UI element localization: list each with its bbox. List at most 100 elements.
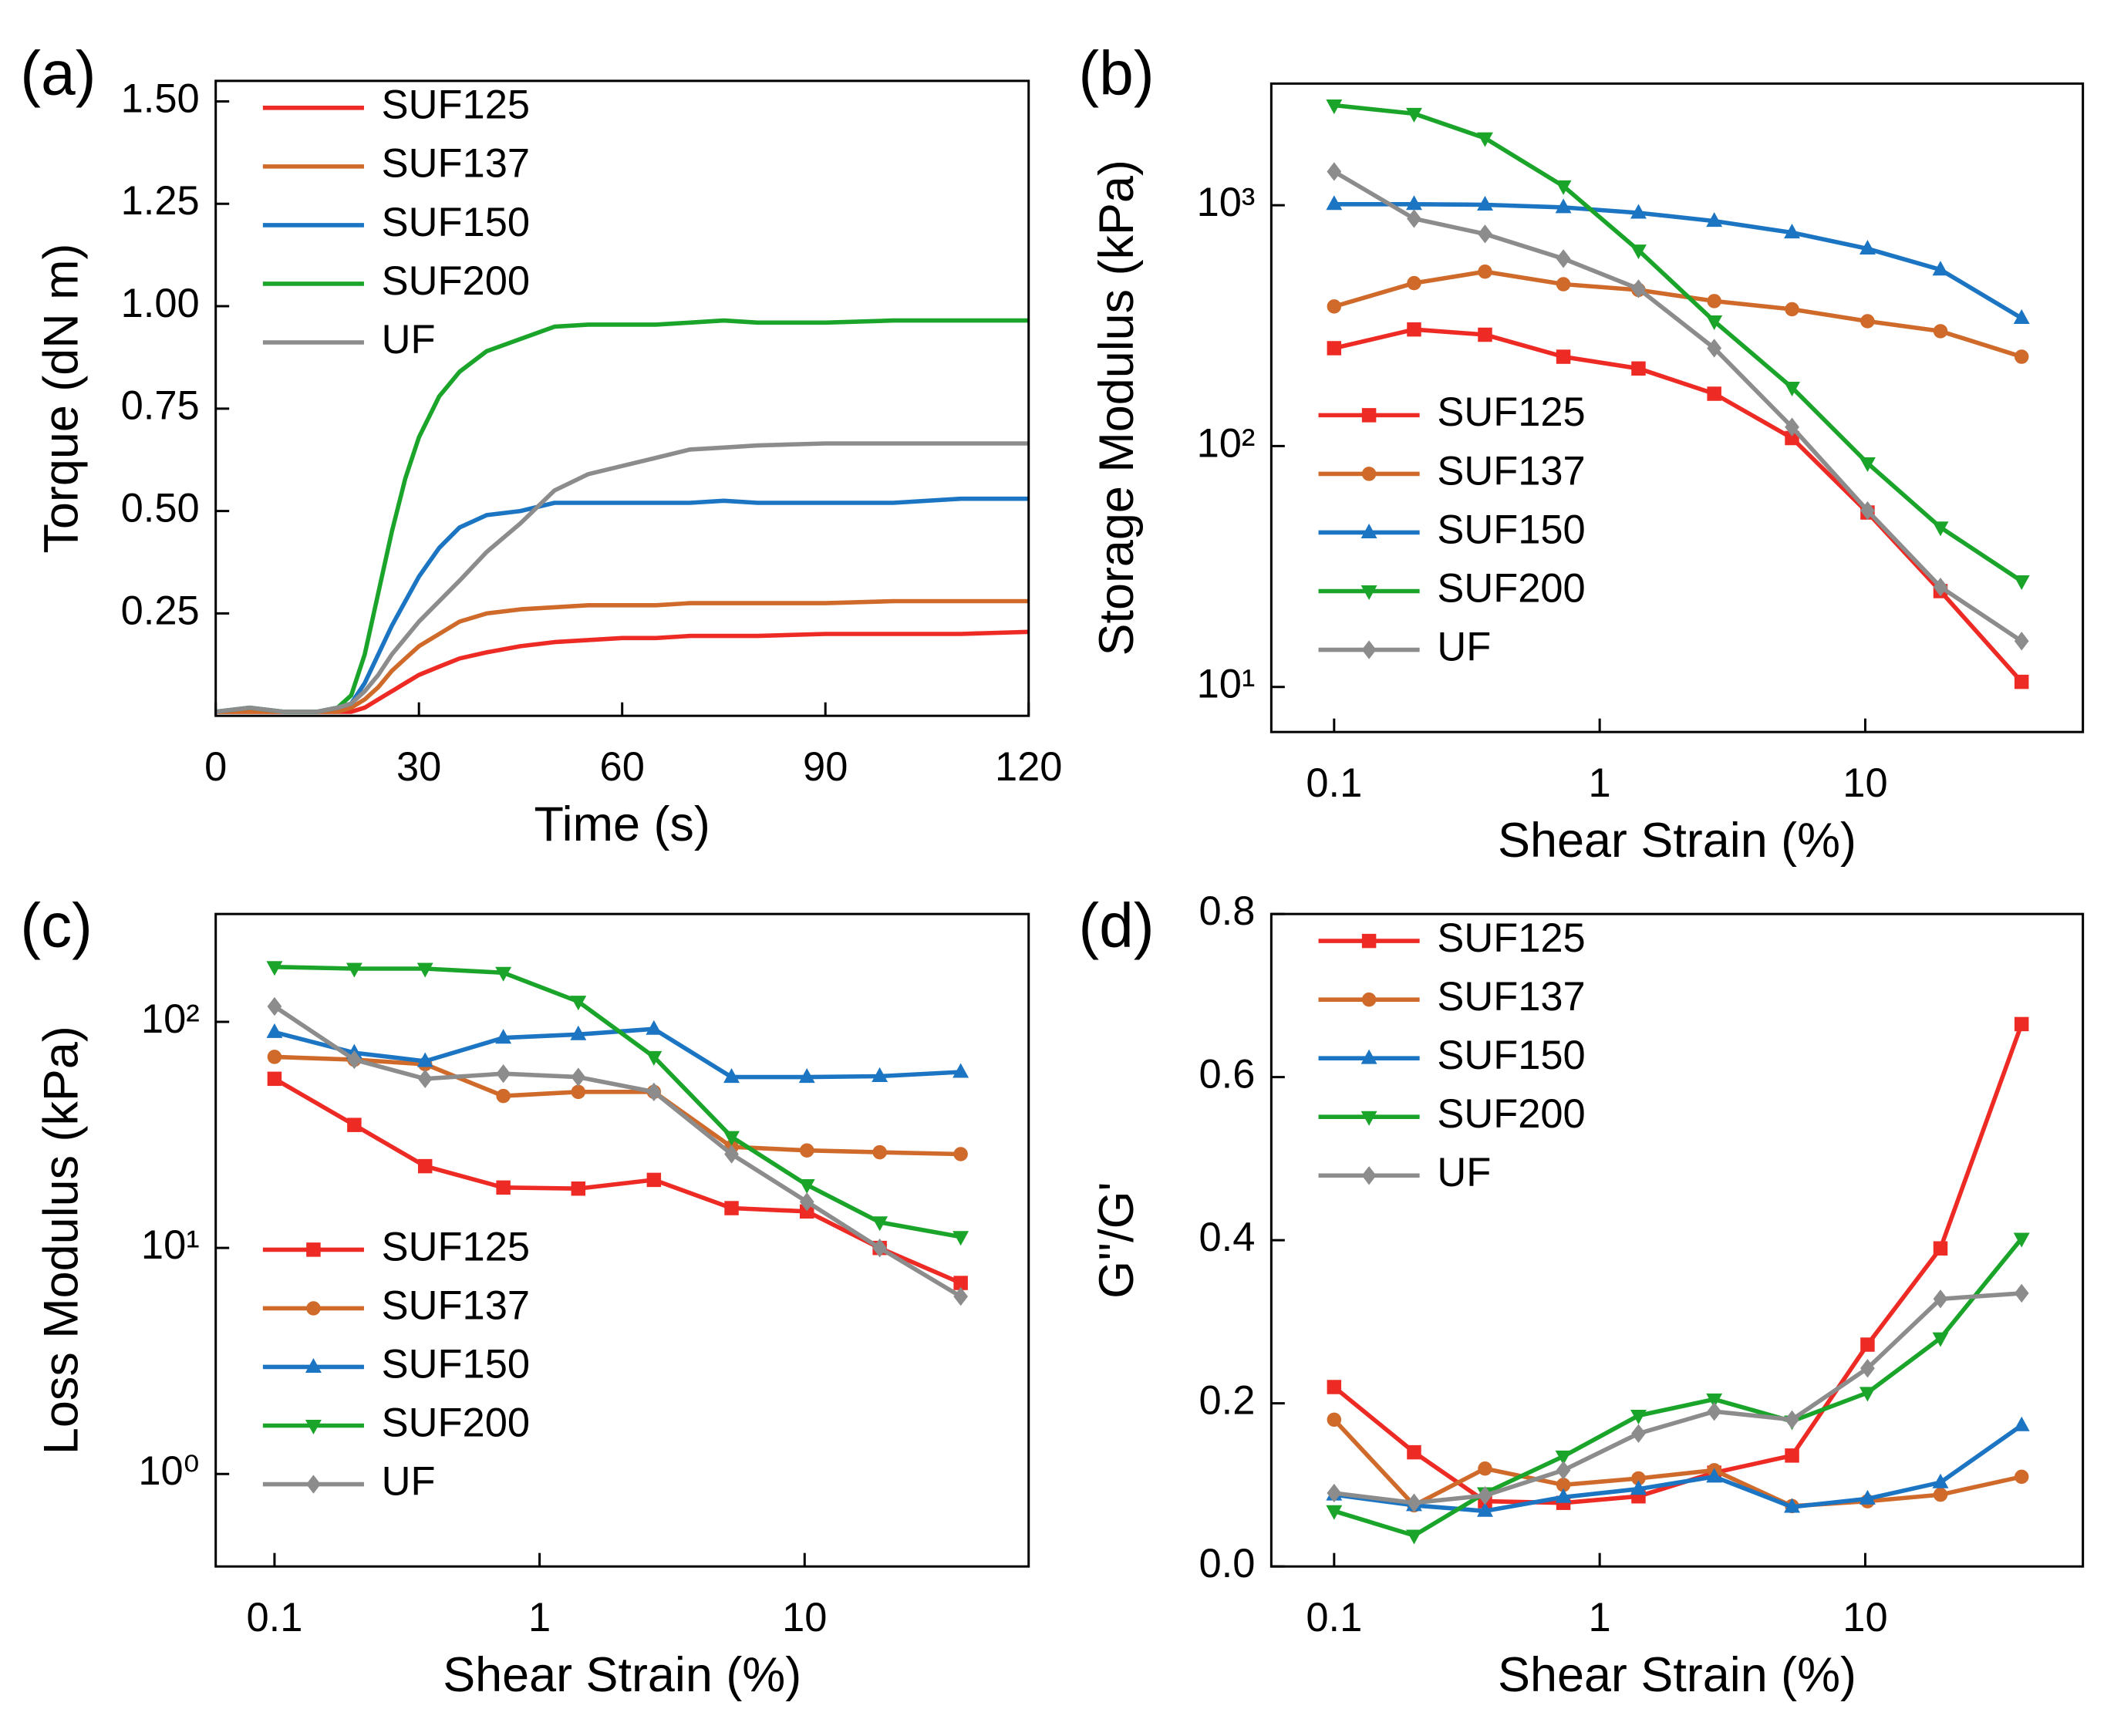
x-axis-label: Shear Strain (%) [443,1648,801,1702]
marker [2013,1416,2030,1431]
x-tick-label: 120 [995,745,1063,790]
legend-marker [1361,933,1377,949]
marker [570,996,587,1011]
marker [1785,417,1799,437]
marker [1326,99,1343,115]
legend-marker [1360,523,1377,538]
y-tick-label: 10¹ [1197,662,1256,707]
x-tick-label: 60 [600,745,645,790]
marker [1407,322,1421,337]
marker [1933,1487,1948,1502]
x-axis-label: Shear Strain (%) [1498,1648,1856,1702]
marker [952,1231,969,1246]
marker [1478,224,1492,244]
marker [1478,265,1492,279]
marker [1860,1359,1875,1378]
y-tick-label: 1.25 [121,179,200,224]
y-tick-label: 0.75 [121,384,200,429]
y-tick-label: 1.00 [121,281,200,326]
marker [1555,198,1572,214]
marker [1407,1444,1421,1460]
legend-label: SUF150 [1437,507,1585,552]
marker [872,1216,888,1232]
y-tick-label: 10³ [1197,180,1256,225]
marker [1860,501,1875,521]
x-tick-label: 90 [803,745,848,790]
marker [1932,1473,1949,1488]
series-line [1332,1417,2022,1508]
marker [646,1020,663,1035]
marker [1785,1448,1799,1463]
marker [2013,575,2030,591]
marker [2014,1016,2029,1032]
marker [495,1029,512,1044]
marker [799,1192,814,1212]
series-line [215,441,1029,714]
marker [1478,1461,1492,1476]
series-line [1333,269,2023,359]
marker [952,1063,969,1078]
marker [1556,1461,1571,1480]
series-line [274,965,962,1239]
legend-label: UF [382,1459,436,1504]
marker [1555,1450,1572,1465]
marker [416,962,433,978]
series-line [1333,1237,2024,1538]
marker [723,1068,740,1084]
marker [496,1064,511,1084]
legend-marker [1360,1049,1377,1064]
y-tick-label: 0.25 [121,588,200,633]
legend-label: SUF137 [1437,449,1585,494]
marker [953,1147,968,1161]
series-line [273,1004,963,1299]
marker [1407,275,1421,291]
marker [1326,1505,1343,1520]
marker [872,1067,888,1082]
x-tick-label: 1 [528,1596,551,1640]
y-tick-label: 1.50 [121,76,200,121]
marker [417,1069,433,1089]
plot-frame [1269,82,2085,733]
legend-label: SUF200 [382,259,530,304]
legend-marker [1361,1166,1377,1185]
marker [1630,244,1647,260]
x-tick-label: 10 [1843,1596,1887,1640]
legend-marker [306,1475,321,1494]
series-line [215,629,1029,714]
marker [1707,1402,1722,1421]
plot-frame [214,912,1030,1568]
marker [1478,327,1492,342]
marker [1631,279,1646,298]
legend-marker [1361,467,1377,481]
legend-label: SUF125 [382,83,530,128]
marker [1932,1332,1949,1347]
marker [1630,1480,1647,1495]
y-tick-label: 0.50 [121,486,200,531]
y-tick-label: 10² [1197,421,1256,466]
x-tick-label: 0.1 [246,1596,302,1640]
marker [1785,302,1799,317]
marker [496,1088,511,1104]
marker [496,1180,511,1195]
marker [798,1178,815,1194]
marker [1327,162,1342,181]
marker [724,1144,739,1164]
marker [798,1068,815,1084]
marker [1784,382,1800,397]
marker [266,961,283,976]
legend-label: UF [382,318,436,362]
legend-label: SUF200 [1437,566,1585,611]
series-line [273,1077,962,1286]
legend-marker [1360,585,1377,601]
plot-frame [214,79,1030,717]
y-axis-label: Loss Modulus (kPa) [35,1026,89,1455]
legend-label: UF [1437,625,1491,669]
marker [953,1286,969,1306]
marker [1477,195,1493,211]
marker [1555,1488,1572,1503]
marker [2014,1469,2029,1485]
marker [1784,1498,1800,1513]
marker [1706,1393,1723,1408]
y-axis-label: G''/G' [1090,1181,1144,1298]
